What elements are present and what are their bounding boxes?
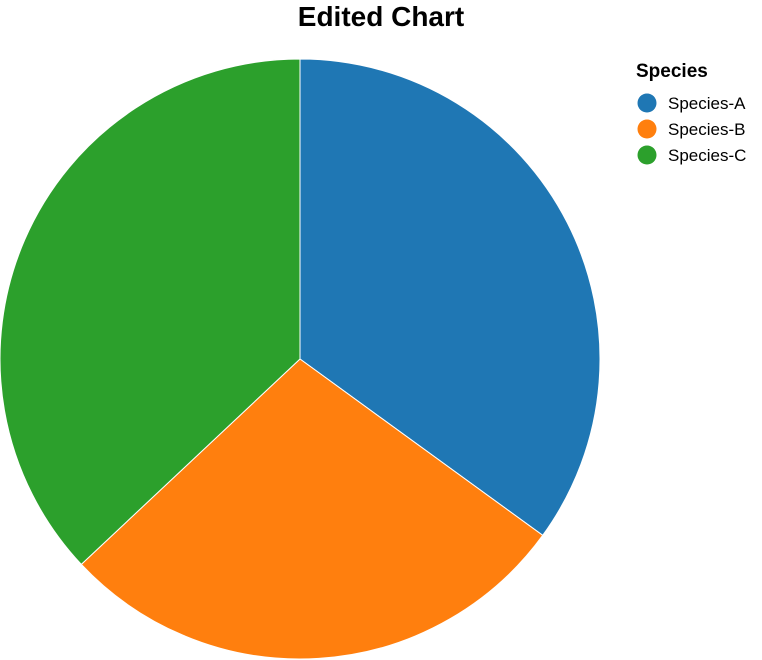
legend-swatch-species-b (637, 119, 657, 139)
pie-slice-species-c (0, 58, 301, 566)
pie-slice-species-b (80, 358, 544, 660)
legend-swatch-species-a (637, 93, 657, 113)
pie-slices (0, 58, 601, 660)
legend-label-species-a: Species-A (668, 94, 746, 113)
legend-title: Species (636, 61, 708, 82)
pie-slice-species-a (299, 58, 601, 537)
legend-item-species-a: Species-A (637, 93, 746, 113)
legend-item-species-b: Species-B (637, 119, 745, 139)
legend-item-species-c: Species-C (637, 145, 746, 165)
legend-label-species-c: Species-C (668, 146, 746, 165)
legend-label-species-b: Species-B (668, 120, 745, 139)
legend-swatch-species-c (637, 145, 657, 165)
chart-title: Edited Chart (298, 1, 464, 32)
legend: Species Species-A Species-B Species-C (636, 61, 746, 165)
legend-items: Species-A Species-B Species-C (637, 93, 746, 165)
